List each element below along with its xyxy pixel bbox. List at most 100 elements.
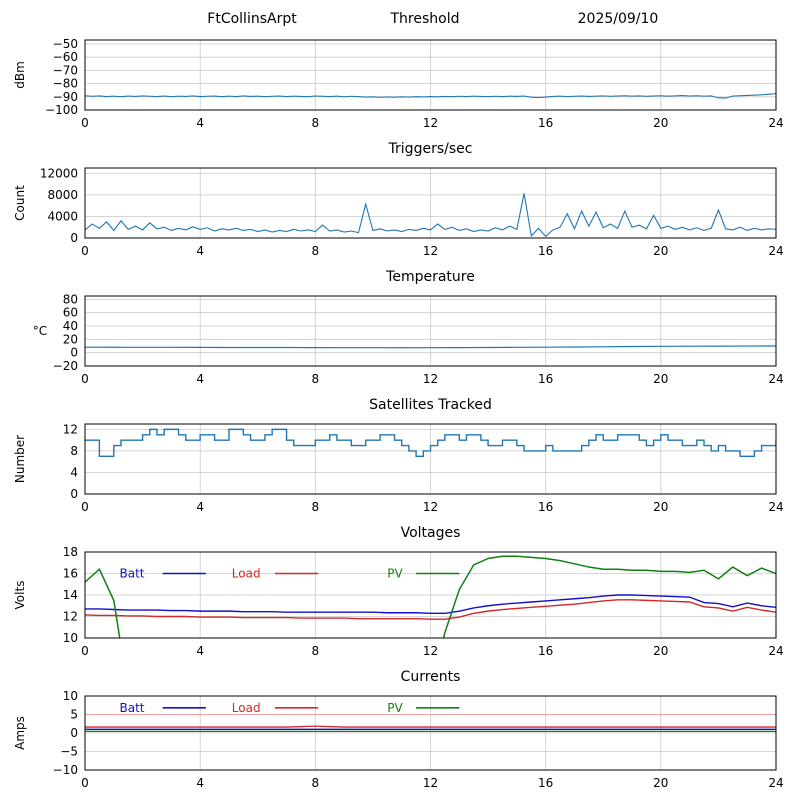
y-tick-label: 4000 [47,210,78,224]
y-tick-label: 4 [70,466,78,480]
y-axis-label: Amps [13,716,27,750]
x-tick-label: 20 [653,372,668,386]
x-tick-label: 0 [81,776,89,790]
legend-label-batt: Batt [120,701,145,715]
series-load_amps [85,725,776,728]
x-tick-label: 20 [653,644,668,658]
x-tick-label: 4 [196,244,204,258]
legend-label-load: Load [232,701,261,715]
y-axis-label: °C [33,324,47,338]
y-tick-label: −100 [45,103,78,117]
y-tick-label: 80 [63,292,78,306]
x-tick-label: 8 [311,372,319,386]
x-tick-label: 24 [768,500,783,514]
x-tick-label: 8 [311,776,319,790]
x-tick-label: 4 [196,644,204,658]
panel-title-triggers: Triggers/sec [388,141,473,157]
y-tick-label: −10 [53,763,78,777]
x-tick-label: 24 [768,644,783,658]
y-axis-label: Number [13,435,27,483]
x-tick-label: 12 [423,776,438,790]
panel-title-temperature: Temperature [386,269,475,285]
x-tick-label: 8 [311,500,319,514]
series-batt_volts [85,594,776,614]
y-axis-label: dBm [13,61,27,89]
legend-label-pv: PV [387,701,403,715]
x-tick-label: 16 [538,372,553,386]
x-tick-label: 12 [423,372,438,386]
y-tick-label: 60 [63,306,78,320]
panel-title-currents: Currents [400,669,461,685]
x-tick-label: 0 [81,116,89,130]
chart-triggers: 0 4000 8000 12000 0 4 8 12 16 20 24 Count [13,166,784,258]
plot-frame [84,167,777,239]
x-tick-label: 16 [538,644,553,658]
panel-title-satellites: Satellites Tracked [369,397,492,413]
plot-frame [84,551,777,639]
x-tick-label: 4 [196,500,204,514]
x-tick-label: 8 [311,644,319,658]
y-tick-label: 18 [63,546,78,559]
y-tick-label: 0 [70,487,78,501]
x-tick-label: 0 [81,500,89,514]
chart-satellites: 0 4 8 12 0 4 8 12 16 20 24 Number [13,422,784,514]
plot-frame [84,695,777,771]
y-tick-label: −90 [53,90,78,104]
x-tick-label: 4 [196,116,204,130]
x-tick-label: 16 [538,500,553,514]
x-tick-label: 24 [768,244,783,258]
x-tick-label: 16 [538,116,553,130]
y-tick-label: 16 [63,567,78,581]
series-load_volts [85,599,776,620]
legend-label-load: Load [232,567,261,581]
x-tick-label: 0 [81,372,89,386]
panel-title-voltages: Voltages [400,525,461,541]
x-tick-label: 24 [768,776,783,790]
series-pv_volts [85,555,776,638]
y-tick-label: 12 [63,610,78,624]
legend-label-pv: PV [387,567,403,581]
series-temperature_c [85,345,776,349]
series-satellites_tracked [85,428,776,458]
legend-label-batt: Batt [120,567,145,581]
x-tick-label: 20 [653,116,668,130]
y-tick-label: −60 [53,50,78,64]
x-tick-label: 20 [653,244,668,258]
y-tick-label: −50 [53,37,78,51]
y-tick-label: 12 [63,422,78,436]
x-tick-label: 16 [538,776,553,790]
plot-frame [84,423,777,495]
x-tick-label: 4 [196,776,204,790]
station-name: FtCollinsArpt [207,11,297,27]
x-tick-label: 20 [653,500,668,514]
date-label: 2025/09/10 [577,11,659,27]
y-tick-label: −5 [60,745,78,759]
y-tick-label: 10 [63,690,78,703]
x-tick-label: 0 [81,244,89,258]
series-threshold_dbm [85,93,776,99]
y-tick-label: 0 [70,726,78,740]
y-tick-label: 8000 [47,188,78,202]
y-tick-label: 8 [70,444,78,458]
chart-voltages: 10 12 14 16 18 0 4 8 12 16 20 24 Volts Batt Load PV [13,546,784,658]
x-tick-label: 8 [311,244,319,258]
y-tick-label: 40 [63,319,78,333]
y-axis-label: Volts [13,581,27,610]
series-triggers_per_sec [85,193,776,238]
panel-title-threshold: Threshold [390,11,460,27]
x-tick-label: 12 [423,244,438,258]
y-axis-label: Count [13,185,27,221]
y-tick-label: 5 [70,708,78,722]
plot-frame [84,39,777,111]
y-tick-label: −70 [53,63,78,77]
x-tick-label: 20 [653,776,668,790]
y-tick-label: 20 [63,332,78,346]
top-title-row: FtCollinsArpt Threshold 2025/09/10 [0,4,800,34]
x-tick-label: 24 [768,116,783,130]
x-tick-label: 8 [311,116,319,130]
y-tick-label: 0 [70,231,78,245]
y-tick-label: 14 [63,588,78,602]
